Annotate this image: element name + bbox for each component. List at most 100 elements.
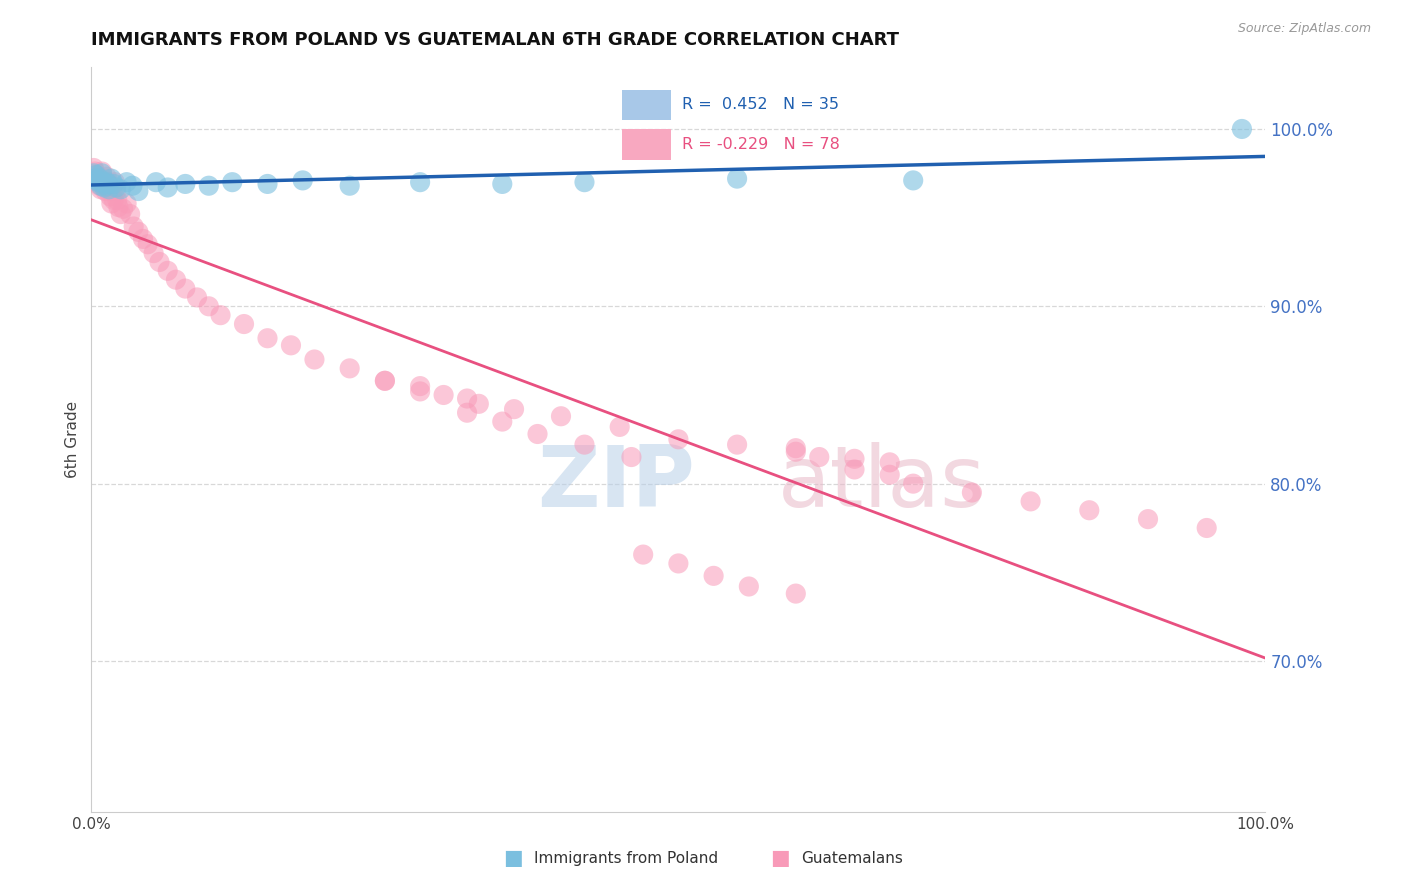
Point xyxy=(620,450,643,464)
Point xyxy=(97,175,120,189)
Point xyxy=(574,437,596,451)
Point xyxy=(1136,512,1159,526)
Point xyxy=(409,379,432,393)
Point xyxy=(631,548,654,562)
Point xyxy=(94,184,117,198)
Point xyxy=(101,184,124,198)
Point xyxy=(98,182,121,196)
Point xyxy=(197,178,219,193)
Point xyxy=(725,437,748,451)
Point xyxy=(91,164,114,178)
Point xyxy=(148,255,170,269)
Point xyxy=(609,420,631,434)
Text: Source: ZipAtlas.com: Source: ZipAtlas.com xyxy=(1237,22,1371,36)
Point xyxy=(526,427,548,442)
Point xyxy=(291,173,314,187)
Point xyxy=(100,196,122,211)
Point xyxy=(142,246,165,260)
Point xyxy=(96,175,118,189)
Point xyxy=(808,450,831,464)
Point xyxy=(84,164,107,178)
Point xyxy=(409,175,432,189)
Point xyxy=(105,180,128,194)
Point xyxy=(456,392,478,406)
Point xyxy=(136,237,159,252)
Text: IMMIGRANTS FROM POLAND VS GUATEMALAN 6TH GRADE CORRELATION CHART: IMMIGRANTS FROM POLAND VS GUATEMALAN 6TH… xyxy=(91,31,900,49)
Point xyxy=(844,462,866,476)
Point xyxy=(120,207,142,221)
Point xyxy=(233,317,256,331)
Text: Immigrants from Poland: Immigrants from Poland xyxy=(534,851,718,865)
Point xyxy=(91,166,114,180)
Y-axis label: 6th Grade: 6th Grade xyxy=(65,401,80,478)
Point xyxy=(374,374,396,388)
Text: ■: ■ xyxy=(503,848,523,868)
Point xyxy=(339,361,361,376)
Text: R =  0.452   N = 35: R = 0.452 N = 35 xyxy=(682,97,839,112)
Point xyxy=(432,388,454,402)
Point xyxy=(104,175,127,189)
Point xyxy=(91,171,114,186)
Point xyxy=(209,308,232,322)
Point xyxy=(256,331,278,345)
Point xyxy=(409,384,432,399)
Point xyxy=(174,282,197,296)
Point xyxy=(115,196,138,211)
Point xyxy=(725,171,748,186)
Point xyxy=(112,202,135,216)
Point xyxy=(1019,494,1042,508)
Point xyxy=(960,485,983,500)
Point xyxy=(156,180,179,194)
Point xyxy=(901,476,924,491)
Text: ■: ■ xyxy=(770,848,790,868)
Point xyxy=(503,402,526,417)
Point xyxy=(83,161,105,175)
Point xyxy=(738,580,761,594)
Point xyxy=(145,175,167,189)
Point xyxy=(197,299,219,313)
Point xyxy=(84,168,107,182)
Point xyxy=(785,441,807,455)
Point xyxy=(574,175,596,189)
Point xyxy=(105,193,128,207)
Point xyxy=(132,232,155,246)
Point xyxy=(703,569,725,583)
Point xyxy=(901,173,924,187)
Text: R = -0.229   N = 78: R = -0.229 N = 78 xyxy=(682,136,839,152)
Point xyxy=(86,171,108,186)
Text: ZIP: ZIP xyxy=(537,442,695,525)
Point xyxy=(785,586,807,600)
Point xyxy=(93,178,115,193)
Point xyxy=(103,177,125,191)
Point xyxy=(165,273,187,287)
Point xyxy=(87,175,110,189)
Point xyxy=(103,193,125,207)
Point xyxy=(1195,521,1218,535)
Text: Guatemalans: Guatemalans xyxy=(801,851,903,865)
Point xyxy=(879,467,901,482)
Point xyxy=(304,352,326,367)
Point xyxy=(221,175,243,189)
Point xyxy=(87,175,110,189)
Point xyxy=(122,219,145,234)
Point xyxy=(127,225,149,239)
Point xyxy=(89,171,111,186)
Point xyxy=(100,171,122,186)
Point xyxy=(156,264,179,278)
Point xyxy=(174,177,197,191)
Point xyxy=(468,397,491,411)
Point xyxy=(94,178,117,193)
Point xyxy=(280,338,302,352)
Point xyxy=(97,177,120,191)
Point xyxy=(110,207,132,221)
Point xyxy=(666,433,689,447)
Point xyxy=(1230,122,1253,136)
Point xyxy=(456,406,478,420)
Point xyxy=(105,184,128,198)
Point xyxy=(90,178,112,193)
Point xyxy=(115,175,138,189)
Point xyxy=(83,166,105,180)
Point xyxy=(879,455,901,469)
Point xyxy=(84,171,107,186)
Point xyxy=(666,557,689,571)
